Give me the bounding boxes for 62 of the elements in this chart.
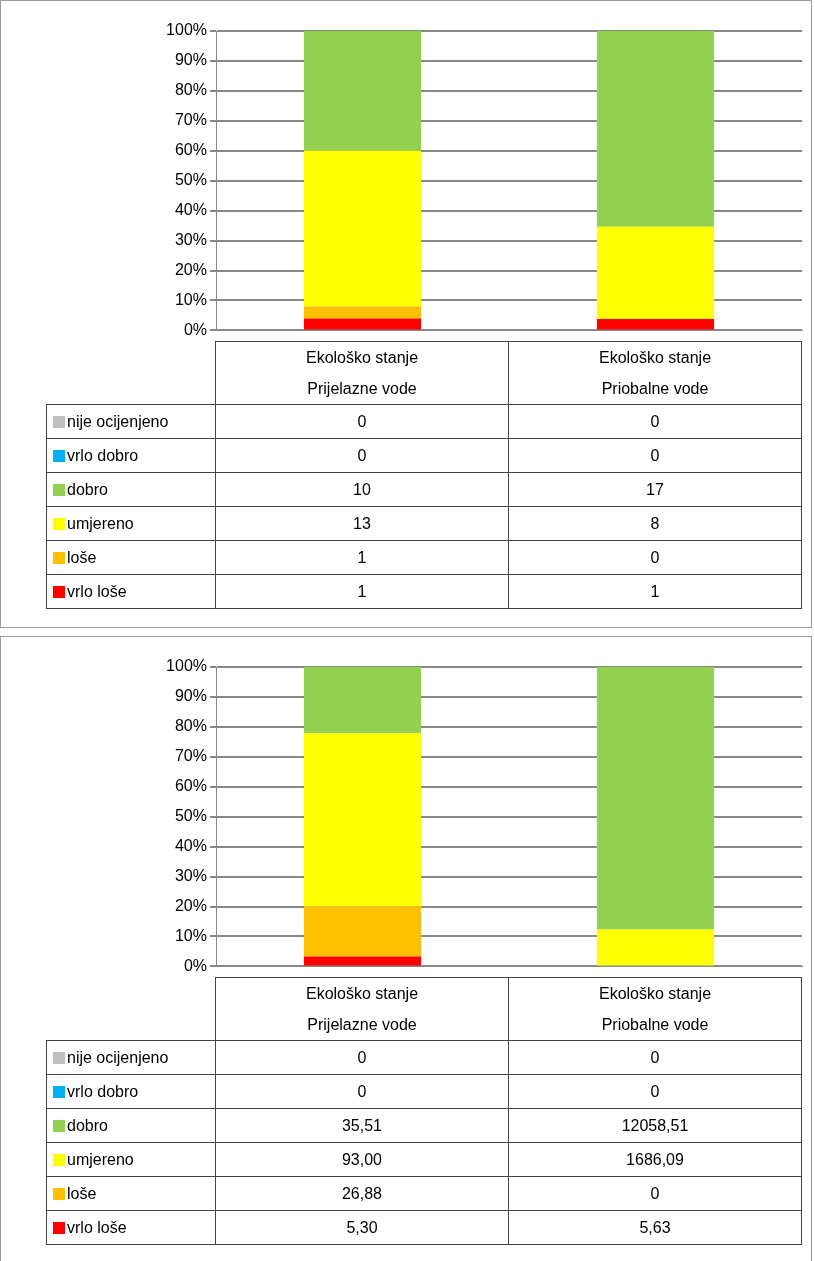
x-tick-label: Ekološko stanje Priobalne vode xyxy=(508,977,802,1041)
legend-label: vrlo dobro xyxy=(46,438,216,473)
y-tick-label: 70% xyxy=(174,747,207,765)
y-tick-label: 100% xyxy=(166,21,207,39)
y-tick-label: 20% xyxy=(174,896,207,914)
text: 26,88 xyxy=(215,1176,509,1211)
y-tick-label: 50% xyxy=(174,807,207,825)
text: 1 xyxy=(215,540,509,575)
y-tick-label: 30% xyxy=(174,230,207,248)
text: 13 xyxy=(215,506,509,541)
text: 1686,09 xyxy=(508,1142,802,1177)
legend-label: nije ocijenjeno xyxy=(46,1040,216,1075)
y-tick-label: 10% xyxy=(174,926,207,944)
text: 0 xyxy=(508,540,802,575)
legend-label: umjereno xyxy=(46,1142,216,1177)
y-tick-label: 80% xyxy=(174,717,207,735)
text: 0 xyxy=(508,404,802,439)
text: 12058,51 xyxy=(508,1108,802,1143)
x-tick-label: Ekološko stanje Prijelazne vode xyxy=(215,341,509,405)
legend-label: dobro xyxy=(46,472,216,507)
y-tick-label: 10% xyxy=(174,290,207,308)
y-tick-label: 60% xyxy=(174,141,207,159)
text: 5,30 xyxy=(215,1210,509,1245)
legend-label: umjereno xyxy=(46,506,216,541)
text: 35,51 xyxy=(215,1108,509,1143)
y-tick-label: 30% xyxy=(174,866,207,884)
y-tick-label: 80% xyxy=(174,81,207,99)
text: 1 xyxy=(508,574,802,609)
y-tick-label: 50% xyxy=(174,171,207,189)
y-tick-label: 60% xyxy=(174,777,207,795)
text: 8 xyxy=(508,506,802,541)
y-tick-label: 40% xyxy=(174,201,207,219)
text: 0 xyxy=(508,1040,802,1075)
text: 0 xyxy=(215,438,509,473)
y-tick-label: 20% xyxy=(174,260,207,278)
text: 0 xyxy=(508,438,802,473)
x-tick-label: Ekološko stanje Priobalne vode xyxy=(508,341,802,405)
y-tick-label: 70% xyxy=(174,111,207,129)
legend-label: loše xyxy=(46,1176,216,1211)
y-tick-label: 0% xyxy=(183,320,207,338)
legend-label: vrlo dobro xyxy=(46,1074,216,1109)
legend-label: loše xyxy=(46,540,216,575)
text: 1 xyxy=(215,574,509,609)
x-tick-label: Ekološko stanje Prijelazne vode xyxy=(215,977,509,1041)
y-tick-label: 90% xyxy=(174,51,207,69)
legend-label: nije ocijenjeno xyxy=(46,404,216,439)
legend-label: vrlo loše xyxy=(46,574,216,609)
y-tick-label: 40% xyxy=(174,837,207,855)
text: 5,63 xyxy=(508,1210,802,1245)
legend-label: dobro xyxy=(46,1108,216,1143)
text: 17 xyxy=(508,472,802,507)
legend-label: vrlo loše xyxy=(46,1210,216,1245)
text: 10 xyxy=(215,472,509,507)
text: 93,00 xyxy=(215,1142,509,1177)
text: 0 xyxy=(215,404,509,439)
y-tick-label: 0% xyxy=(183,956,207,974)
text: 0 xyxy=(215,1040,509,1075)
y-tick-label: 90% xyxy=(174,687,207,705)
text: 0 xyxy=(215,1074,509,1109)
y-tick-label: 100% xyxy=(166,657,207,675)
text: 0 xyxy=(508,1074,802,1109)
text: 0 xyxy=(508,1176,802,1211)
